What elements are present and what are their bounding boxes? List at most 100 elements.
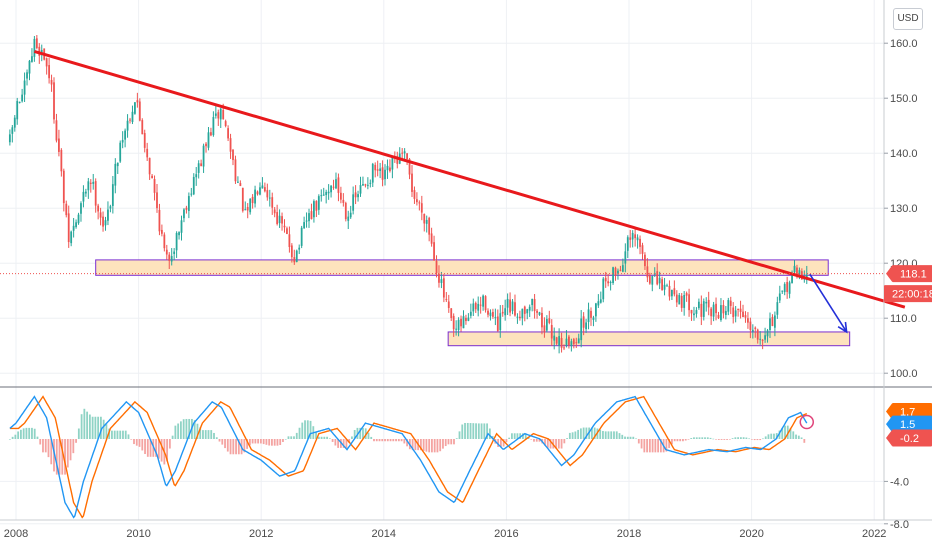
histogram-bar — [695, 437, 698, 439]
histogram-bar — [419, 439, 422, 451]
candle — [609, 280, 612, 291]
candle — [300, 225, 303, 249]
histogram-bar — [232, 439, 235, 455]
candle — [303, 216, 306, 230]
candle — [151, 173, 153, 179]
candle — [278, 209, 281, 228]
candle — [482, 294, 485, 311]
histogram-bar — [469, 423, 472, 439]
candle — [31, 48, 33, 63]
candle — [23, 72, 26, 103]
candle — [697, 298, 700, 310]
current-price-badge: 118.1 — [892, 265, 932, 283]
histogram-bar — [290, 436, 293, 439]
histogram-bar — [671, 439, 673, 445]
histogram-bar — [72, 439, 75, 454]
histogram-bar — [524, 434, 527, 439]
candle — [227, 125, 229, 142]
histogram-bar — [61, 439, 64, 475]
candle — [77, 212, 80, 225]
price-badge-pointer — [886, 265, 892, 282]
histogram-bar — [704, 437, 706, 439]
candle — [585, 318, 587, 333]
histogram-bar — [210, 430, 213, 439]
candle — [146, 142, 149, 161]
histogram-bar — [767, 434, 770, 439]
candle — [631, 230, 634, 248]
histogram-bar — [22, 428, 25, 439]
histogram-bar — [75, 439, 77, 443]
candle — [599, 291, 602, 304]
histogram-bar — [522, 433, 524, 439]
candle — [533, 294, 536, 319]
histogram-bar — [44, 439, 47, 453]
candle — [234, 155, 237, 184]
currency-button[interactable]: USD — [893, 8, 923, 30]
histogram-bar — [257, 439, 260, 444]
candle — [572, 337, 575, 349]
candle — [187, 192, 190, 219]
macd-badge-pointer — [886, 403, 892, 420]
candle — [160, 224, 163, 237]
histogram-bar — [648, 439, 651, 453]
histogram-bar — [166, 439, 169, 462]
histogram-bar — [566, 438, 568, 439]
histogram-bar — [574, 431, 577, 439]
candle — [506, 293, 509, 316]
candle — [452, 313, 455, 337]
histogram-bar — [116, 430, 119, 439]
histogram-bar — [726, 439, 728, 440]
histogram-bar — [483, 423, 486, 439]
candle — [391, 156, 394, 179]
candle — [48, 57, 51, 84]
histogram-bar — [549, 439, 552, 449]
macd-badge-pointer — [886, 429, 892, 446]
histogram-bar — [135, 439, 138, 446]
candle — [528, 304, 531, 318]
histogram-bar — [185, 418, 188, 439]
histogram-bar — [665, 439, 668, 452]
histogram-bar — [287, 436, 290, 439]
histogram-bar — [635, 438, 637, 440]
candle — [636, 234, 639, 249]
candle — [362, 176, 364, 186]
histogram-bar — [58, 439, 61, 475]
projection-arrowhead — [837, 321, 848, 334]
histogram-bar — [751, 439, 753, 440]
candle — [727, 297, 730, 316]
candle — [783, 282, 786, 296]
candle — [690, 309, 693, 321]
histogram-bar — [792, 431, 795, 439]
price-axis-label: 150.0 — [890, 93, 918, 105]
histogram-bar — [621, 434, 624, 439]
histogram-bar — [199, 427, 202, 439]
histogram-bar — [370, 436, 373, 439]
candle — [651, 275, 654, 292]
histogram-bar — [428, 439, 431, 453]
candle — [575, 337, 578, 348]
candle — [173, 248, 176, 261]
time-axis-label: 2018 — [617, 528, 641, 540]
candle — [276, 204, 279, 226]
histogram-bar — [618, 433, 621, 439]
candle — [577, 333, 580, 344]
candle — [786, 276, 789, 299]
histogram-bar — [111, 430, 113, 439]
histogram-bar — [149, 439, 152, 457]
candle — [484, 295, 487, 313]
candle — [438, 265, 440, 288]
candle — [688, 288, 690, 317]
time-axis-label: 2016 — [494, 528, 518, 540]
histogram-bar — [720, 439, 723, 440]
candle — [602, 277, 605, 303]
histogram-bar — [301, 422, 304, 439]
candle — [111, 175, 114, 214]
candle — [418, 200, 421, 211]
histogram-bar — [488, 428, 491, 439]
macd-value-badge: 1.5 — [892, 415, 932, 433]
candle — [680, 293, 683, 312]
histogram-bar — [632, 436, 635, 439]
histogram-bar — [226, 439, 229, 452]
histogram-bar — [31, 427, 33, 439]
